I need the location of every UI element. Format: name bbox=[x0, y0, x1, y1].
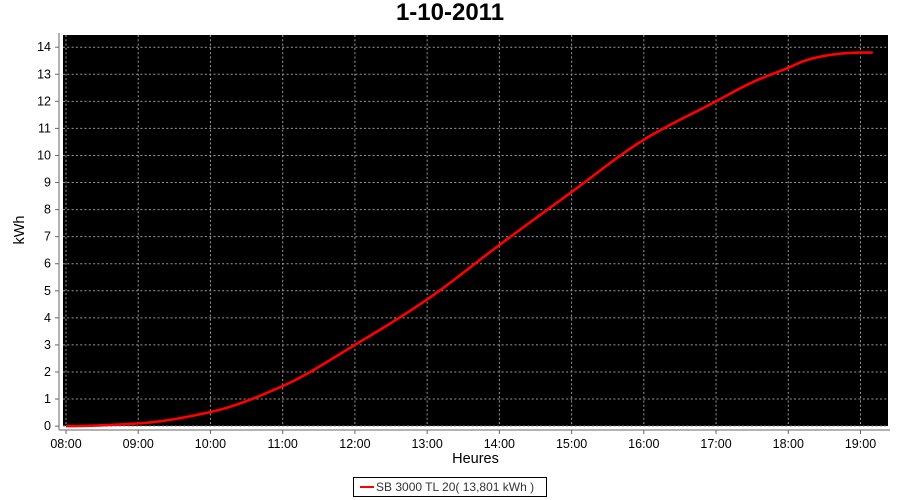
svg-text:11:00: 11:00 bbox=[268, 437, 298, 451]
svg-text:18:00: 18:00 bbox=[773, 437, 804, 451]
svg-text:13:00: 13:00 bbox=[411, 437, 442, 451]
svg-text:9: 9 bbox=[44, 176, 51, 190]
svg-text:16:00: 16:00 bbox=[628, 437, 659, 451]
svg-text:4: 4 bbox=[44, 311, 51, 325]
svg-text:19:00: 19:00 bbox=[845, 437, 876, 451]
svg-text:14: 14 bbox=[37, 40, 51, 54]
svg-text:8: 8 bbox=[44, 203, 51, 217]
svg-text:11: 11 bbox=[38, 121, 51, 135]
svg-text:08:00: 08:00 bbox=[50, 437, 81, 451]
svg-text:0: 0 bbox=[44, 419, 51, 433]
svg-text:2: 2 bbox=[44, 365, 51, 379]
svg-text:15:00: 15:00 bbox=[556, 437, 587, 451]
svg-text:09:00: 09:00 bbox=[123, 437, 154, 451]
svg-text:13: 13 bbox=[37, 67, 51, 81]
svg-text:17:00: 17:00 bbox=[700, 437, 731, 451]
svg-text:14:00: 14:00 bbox=[484, 437, 515, 451]
svg-text:10: 10 bbox=[37, 148, 51, 162]
svg-text:7: 7 bbox=[44, 230, 51, 244]
svg-text:6: 6 bbox=[44, 257, 51, 271]
svg-text:12: 12 bbox=[37, 94, 51, 108]
svg-text:1: 1 bbox=[44, 392, 51, 406]
svg-text:10:00: 10:00 bbox=[195, 437, 226, 451]
svg-text:12:00: 12:00 bbox=[339, 437, 370, 451]
svg-text:3: 3 bbox=[44, 338, 51, 352]
svg-text:5: 5 bbox=[44, 284, 51, 298]
